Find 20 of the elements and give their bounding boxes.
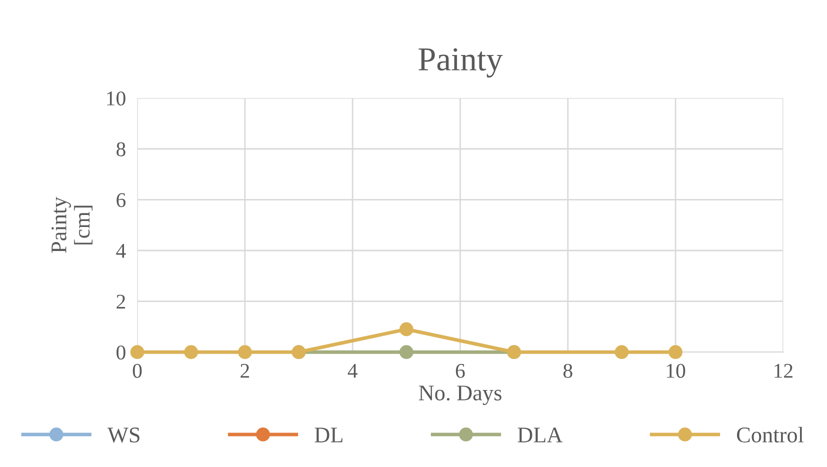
legend-label: WS [107, 428, 140, 443]
x-axis-title: No. Days [418, 386, 502, 406]
y-tick-label: 8 [116, 142, 126, 156]
legend-label: DLA [518, 428, 563, 442]
y-tick-label: 2 [116, 294, 126, 309]
y-tick-label: 6 [116, 193, 126, 208]
y-tick-label: 10 [107, 91, 126, 106]
x-tick-label: 12 [774, 364, 792, 378]
legend-label: Control [736, 426, 804, 442]
legend-label: DL [314, 428, 342, 442]
y-tick-label: 0 [116, 345, 126, 360]
x-tick-label: 4 [348, 364, 358, 378]
x-tick-label: 8 [563, 364, 572, 378]
x-tick-label: 0 [132, 364, 142, 378]
x-tick-label: 6 [456, 364, 465, 378]
y-axis-title: Painty [cm] [51, 196, 92, 253]
x-tick-label: 2 [240, 364, 249, 378]
chart-title: Painty [418, 48, 503, 78]
x-tick-label: 10 [666, 364, 686, 378]
y-tick-label: 4 [116, 244, 126, 258]
